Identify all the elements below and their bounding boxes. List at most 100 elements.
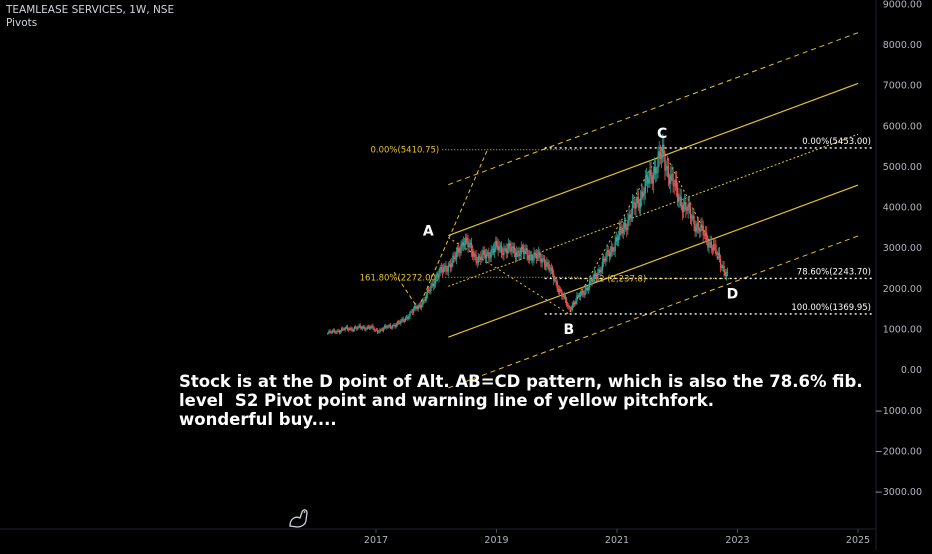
y-tick-label: 7000.00 (883, 81, 922, 92)
candle-body (620, 226, 622, 228)
candle-body (488, 252, 490, 259)
candle-body (410, 311, 412, 313)
candle-body (477, 257, 480, 263)
candle-body (649, 169, 651, 179)
candle-body (438, 272, 440, 278)
candle-body (583, 293, 585, 296)
candle-body (707, 239, 709, 248)
candle-body (373, 328, 375, 331)
indicator-label[interactable]: Pivots (6, 17, 38, 29)
candle-body (605, 257, 607, 262)
candle-body (705, 232, 708, 240)
candle-body (482, 250, 484, 256)
candle-body (474, 253, 476, 255)
candle-body (361, 326, 364, 329)
candle-body (651, 176, 653, 184)
candle-body (470, 242, 473, 252)
candle-body (667, 165, 670, 178)
x-tick-label: 2025 (846, 535, 870, 546)
candle-body (608, 252, 611, 257)
candle-body (627, 220, 629, 231)
candle-body (639, 198, 642, 208)
candle-body (527, 255, 529, 260)
candle-body (702, 225, 704, 236)
candle-body (699, 230, 701, 232)
candle-body (584, 290, 586, 296)
candle-body (338, 331, 341, 333)
candle-body (672, 173, 674, 185)
candle-body (635, 203, 637, 209)
candle-body (576, 295, 578, 302)
candle-body (509, 243, 511, 247)
candle-body (554, 280, 556, 282)
candle-body (541, 259, 543, 263)
candle-body (645, 176, 648, 180)
candle-body (444, 265, 446, 268)
candle-body (349, 328, 351, 330)
candle-body (413, 305, 416, 309)
candle-body (670, 174, 672, 184)
candle-body (500, 245, 503, 254)
candle-body (356, 327, 358, 329)
candle-body (434, 276, 437, 285)
candle-body (683, 202, 686, 205)
candle-body (463, 244, 466, 246)
candle-body (330, 332, 332, 333)
candle-body (418, 304, 421, 306)
candle-body (350, 328, 352, 329)
analysis-note: Stock is at the D point of Alt. AB=CD pa… (179, 372, 863, 429)
candle-body (519, 253, 521, 257)
candle-body (422, 300, 424, 306)
candle-body (485, 253, 488, 259)
candle-body (404, 317, 407, 321)
tradingview-logo-icon[interactable] (289, 509, 308, 528)
fib-level-label: 100.00%(1369.95) (791, 303, 871, 313)
candle-body (708, 244, 710, 248)
candle-body (430, 285, 432, 291)
candle-body (376, 330, 379, 333)
candle-body (634, 202, 636, 209)
candle-body (354, 327, 357, 329)
candle-body (531, 254, 533, 261)
pitchfork-upper-warning-line (448, 32, 859, 186)
candle-body (451, 262, 453, 268)
candle-body (617, 236, 620, 241)
candle-body (681, 206, 684, 213)
candle-body (562, 296, 564, 298)
candle-body (441, 269, 444, 272)
candle-body (453, 255, 455, 258)
candle-body (566, 305, 569, 306)
candle-body (609, 251, 612, 257)
candle-body (372, 325, 374, 329)
candle-body (369, 326, 372, 329)
candle-body (341, 328, 343, 331)
candle-body (524, 250, 526, 254)
candle-body (371, 325, 373, 327)
candle-body (515, 251, 518, 258)
candle-body (612, 247, 614, 252)
x-tick-label: 2023 (725, 535, 749, 546)
candle-body (388, 325, 390, 326)
candle-body (569, 306, 571, 310)
candle-body (594, 273, 597, 276)
candle-body (677, 187, 679, 201)
candle-body (431, 283, 433, 286)
candle-body (668, 177, 671, 184)
candle-body (553, 273, 555, 281)
candle-body (402, 318, 404, 321)
candle-body (504, 248, 506, 250)
symbol-title[interactable]: TEAMLEASE SERVICES, 1W, NSE (6, 4, 175, 16)
candle-body (439, 267, 441, 273)
candle-body (528, 255, 531, 260)
candle-body (379, 329, 381, 332)
candle-body (375, 329, 378, 331)
candle-body (710, 241, 713, 248)
candle-body (529, 254, 532, 256)
candle-body (367, 326, 370, 328)
candle-body (433, 284, 436, 287)
candle-body (579, 294, 582, 298)
x-tick-label: 2021 (605, 535, 629, 546)
pattern-point-b: B (563, 322, 574, 338)
